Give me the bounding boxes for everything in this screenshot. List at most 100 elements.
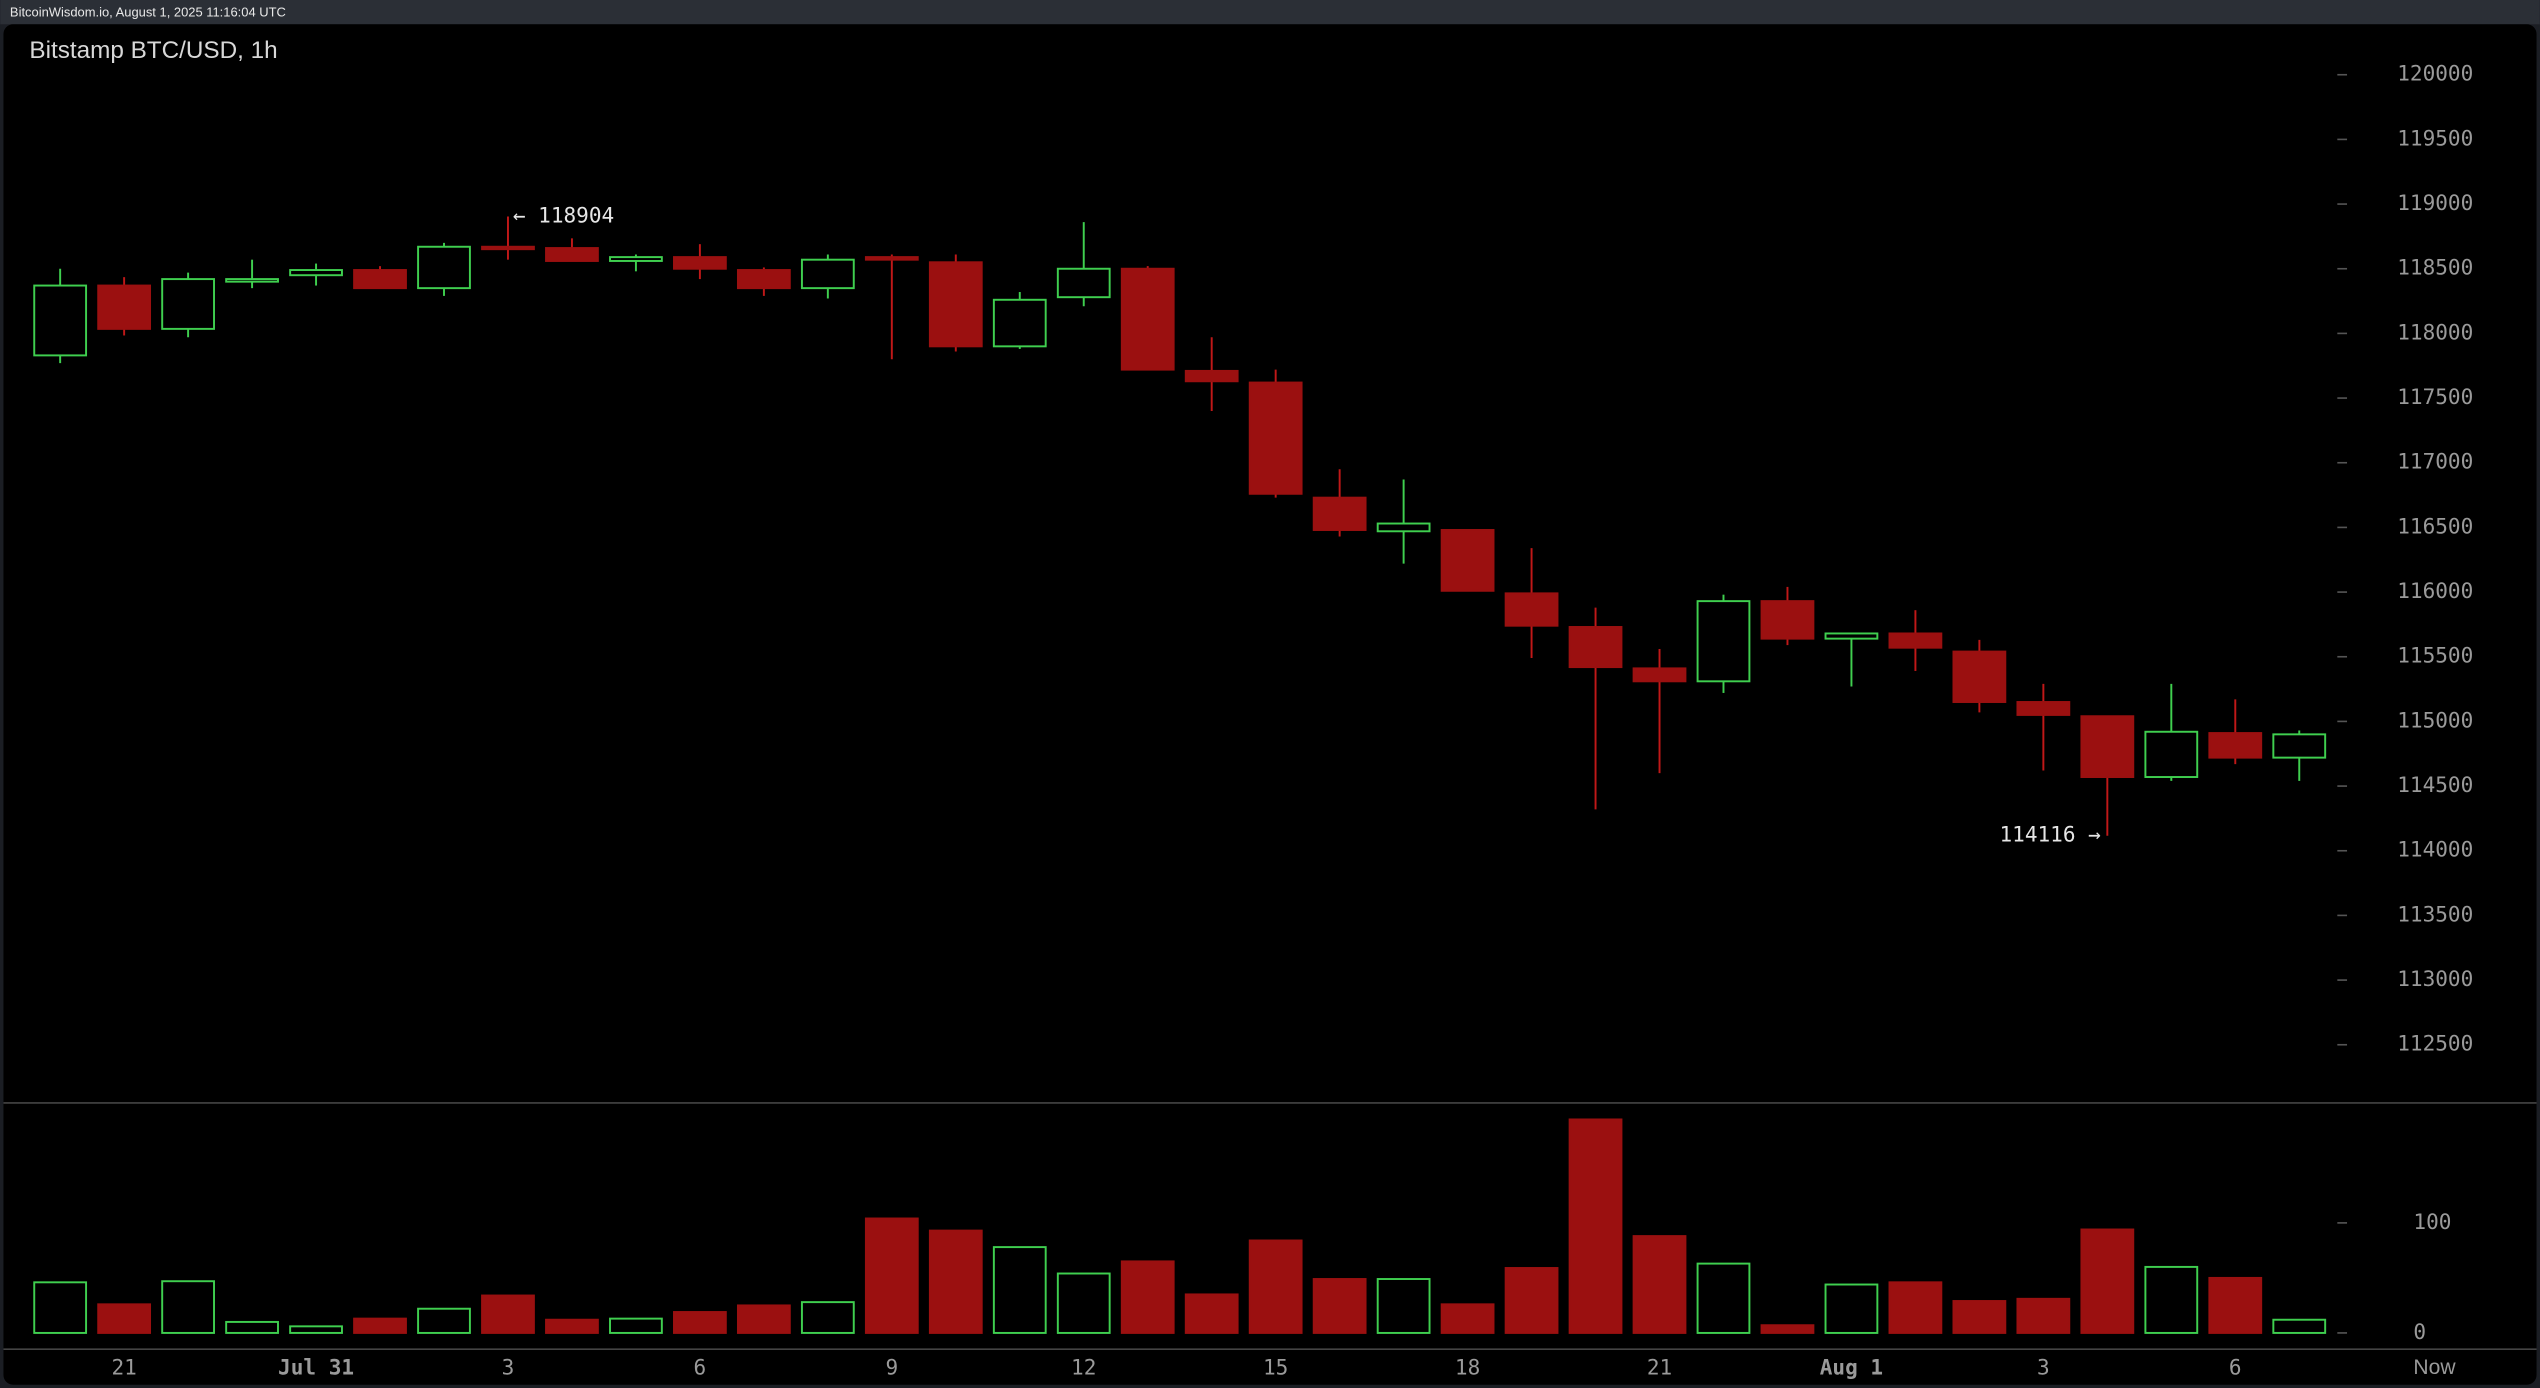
candle-body [161, 278, 215, 330]
y-tick-label: 115500 [2397, 643, 2473, 668]
volume-bar [1504, 1267, 1559, 1334]
candle-body [2080, 715, 2135, 778]
volume-bar [1184, 1293, 1239, 1334]
candle-body [2144, 730, 2199, 778]
volume-bar [289, 1325, 343, 1334]
volume-bar [2144, 1265, 2199, 1334]
candle-body [1568, 626, 1623, 669]
candle-body [1760, 600, 1815, 640]
candle-body [1248, 381, 1303, 495]
y-tick-label: 119000 [2397, 190, 2473, 215]
volume-bar [992, 1246, 1047, 1334]
volume-bar [481, 1294, 535, 1334]
volume-tick-label: 100 [2413, 1209, 2451, 1234]
x-tick-label: 3 [2037, 1355, 2050, 1380]
candle-body [1184, 369, 1239, 383]
now-label: Now [2413, 1356, 2456, 1379]
volume-bar [353, 1317, 407, 1334]
candle-body [1440, 529, 1495, 592]
x-tick-label: 12 [1071, 1355, 1096, 1380]
volume-bar [1568, 1118, 1623, 1334]
chart-title: Bitstamp BTC/USD, 1h [29, 37, 277, 64]
candle-body [1120, 267, 1175, 371]
header: BitcoinWisdom.io, August 1, 2025 11:16:0… [10, 4, 286, 19]
volume-bar [1888, 1281, 1943, 1334]
candle-body [289, 269, 343, 277]
volume-bar [417, 1307, 471, 1334]
volume-bar [2272, 1318, 2327, 1334]
candle-body [1632, 667, 1687, 683]
candle-body [1696, 600, 1751, 683]
y-tick-label: 120000 [2397, 61, 2473, 86]
y-tick-label: 116500 [2397, 513, 2473, 538]
candle-body [1312, 496, 1367, 531]
volume-bar [97, 1303, 152, 1334]
candle-body [1504, 592, 1559, 627]
y-tick-label: 115000 [2397, 707, 2473, 732]
y-tick-label: 112500 [2397, 1031, 2473, 1056]
chart-panel [3, 24, 2537, 1385]
volume-bar [1312, 1278, 1367, 1334]
x-tick-label: 9 [885, 1355, 898, 1380]
volume-bar [864, 1217, 919, 1334]
volume-bar [609, 1317, 663, 1334]
candle-body [736, 269, 791, 290]
volume-bar [1056, 1272, 1111, 1334]
x-tick-label: 18 [1455, 1355, 1480, 1380]
candle-body [609, 256, 663, 262]
volume-bar [2208, 1276, 2263, 1334]
x-tick-label: 15 [1263, 1355, 1288, 1380]
y-tick-label: 119500 [2397, 125, 2473, 150]
low-annotation: 114116 → [1999, 822, 2100, 847]
candle-body [800, 258, 855, 290]
candle-body [928, 261, 983, 348]
x-tick-label: 3 [502, 1355, 515, 1380]
y-tick-label: 113000 [2397, 966, 2473, 991]
candle-body [1376, 522, 1431, 533]
candle-body [1824, 632, 1879, 640]
volume-bar [1376, 1278, 1431, 1334]
volume-bar [2080, 1228, 2135, 1334]
y-tick-label: 116000 [2397, 578, 2473, 603]
candle-body [33, 284, 88, 357]
high-annotation: ← 118904 [513, 202, 614, 227]
volume-bar [33, 1281, 88, 1334]
candle-body [353, 269, 407, 290]
candle-body [417, 245, 471, 290]
volume-bar [673, 1311, 727, 1334]
y-tick-label: 114000 [2397, 837, 2473, 862]
y-tick-label: 118500 [2397, 255, 2473, 280]
y-tick-label: 118000 [2397, 319, 2473, 344]
candle-body [992, 298, 1047, 348]
x-tick-label: 21 [111, 1355, 136, 1380]
volume-bar [1120, 1260, 1175, 1334]
y-tick-label: 117500 [2397, 384, 2473, 409]
candle-body [545, 247, 599, 262]
candle-body [1056, 267, 1111, 299]
volume-bar [1440, 1303, 1495, 1334]
candle-body [97, 284, 152, 330]
volume-bar [800, 1301, 855, 1334]
x-tick-label: 21 [1647, 1355, 1672, 1380]
candle-body [2272, 733, 2327, 759]
volume-bar [1632, 1235, 1687, 1334]
volume-bar [1760, 1324, 1815, 1334]
x-tick-label: Jul 31 [278, 1355, 354, 1380]
candle-body [673, 256, 727, 270]
y-tick-label: 114500 [2397, 772, 2473, 797]
volume-bar [1824, 1283, 1879, 1334]
candle-body [225, 278, 279, 283]
x-tick-label: 6 [694, 1355, 707, 1380]
volume-bar [1248, 1239, 1303, 1334]
volume-tick-label: 0 [2413, 1319, 2426, 1344]
candle-body [864, 256, 919, 261]
y-tick-label: 113500 [2397, 901, 2473, 926]
candle-body [2016, 701, 2071, 716]
volume-bar [1952, 1300, 2007, 1334]
candle-body [1888, 632, 1943, 649]
volume-bar [545, 1318, 599, 1334]
candle-body [481, 245, 535, 251]
x-tick-label: Aug 1 [1820, 1355, 1883, 1380]
x-tick-label: 6 [2229, 1355, 2242, 1380]
y-tick-label: 117000 [2397, 449, 2473, 474]
